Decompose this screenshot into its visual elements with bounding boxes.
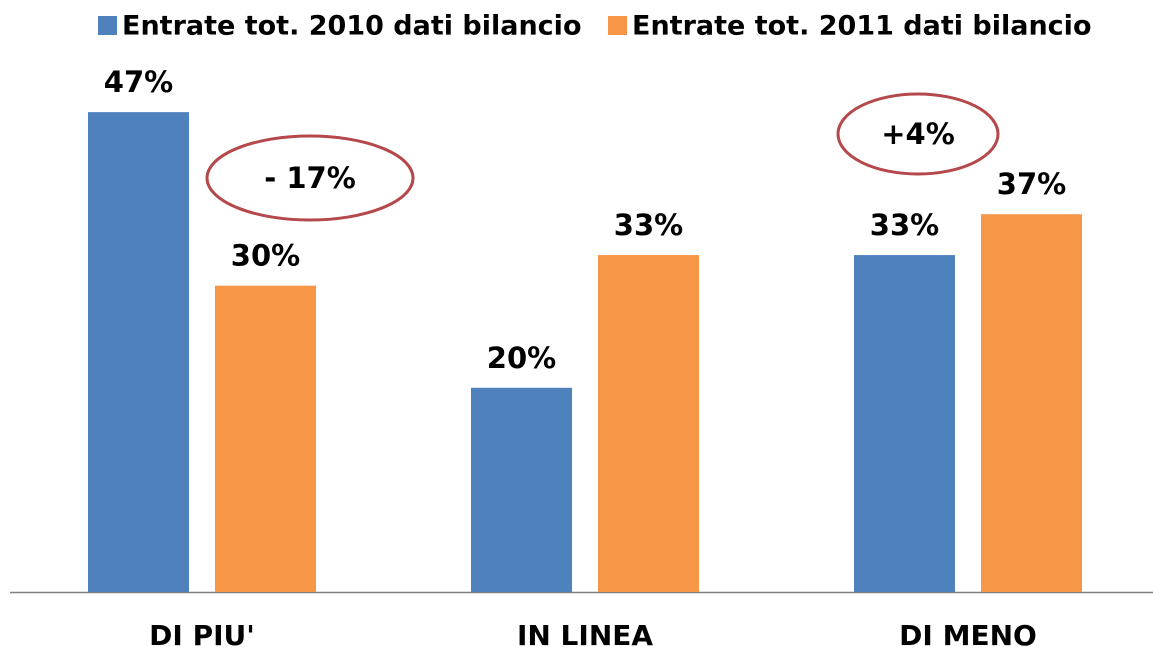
legend-swatch <box>608 16 627 35</box>
x-tick-label: IN LINEA <box>517 619 653 647</box>
x-tick-label: DI PIU' <box>149 619 255 647</box>
annotation: +4% <box>881 117 955 151</box>
data-label: 33% <box>870 208 939 242</box>
data-label: 33% <box>614 208 683 242</box>
bar <box>598 255 699 592</box>
data-label: 20% <box>487 341 556 375</box>
bar <box>215 285 316 592</box>
bar <box>981 214 1082 593</box>
data-label: 47% <box>104 65 173 99</box>
annotation-ellipse <box>836 92 1000 176</box>
bar <box>471 387 572 592</box>
data-label: 37% <box>997 167 1066 201</box>
data-label: 30% <box>231 239 300 273</box>
bar <box>854 255 955 592</box>
annotation-ellipse <box>205 134 415 222</box>
x-tick-label: DI MENO <box>899 619 1037 647</box>
annotation: - 17% <box>264 161 356 195</box>
legend-swatch <box>98 16 117 35</box>
legend-label: Entrate tot. 2010 dati bilancio <box>122 11 582 42</box>
legend-label: Entrate tot. 2011 dati bilancio <box>632 11 1092 42</box>
bar <box>88 112 189 592</box>
